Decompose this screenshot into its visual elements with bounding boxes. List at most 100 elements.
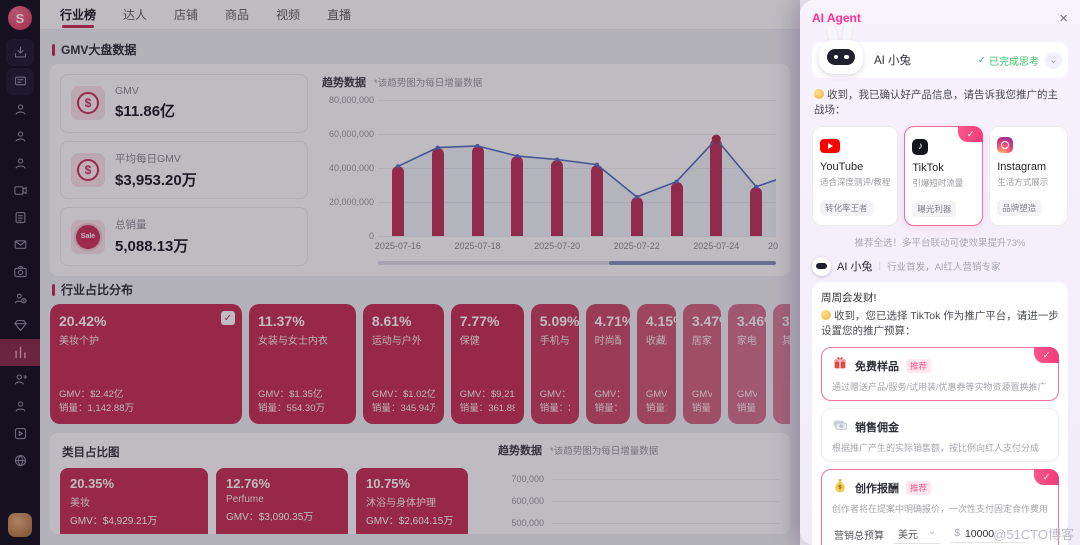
industry-card[interactable]: 7.77% 保健 GMV：$9,211.4... 销量：361.88万 bbox=[450, 304, 524, 424]
user-icon[interactable] bbox=[0, 96, 40, 123]
platform-tag: 品牌塑造 bbox=[997, 200, 1042, 217]
category-column: 类目占比图 20.35% 美妆 GMV：$4,929.21万 12.76% Perfum… bbox=[60, 442, 484, 534]
gridline bbox=[552, 501, 780, 502]
option-desc: 根据推广产生的实际销售额，按比例向红人支付分成 bbox=[832, 443, 1040, 454]
industry-card[interactable]: 11.37% 女装与女士内衣 GMV：$1.35亿 销量：554.30万 bbox=[248, 304, 356, 424]
youtube-icon bbox=[820, 139, 840, 154]
chart-scrollbar-thumb[interactable] bbox=[608, 261, 776, 265]
chat-icon[interactable] bbox=[6, 68, 34, 95]
tiktok-icon: ♪ bbox=[912, 138, 929, 155]
assistant-message-1: 收到，我已确认好产品信息，请告诉我您推广的主战场： bbox=[814, 89, 1058, 117]
close-icon[interactable]: × bbox=[1059, 9, 1068, 27]
y-axis-tick: 80,000,000 bbox=[328, 95, 374, 105]
category-name: 沐浴与身体护理 bbox=[366, 498, 436, 509]
platform-card-tiktok[interactable]: ♪ ✓ TikTok 引爆短时流量 曝光利器 bbox=[904, 126, 984, 226]
industry-card[interactable]: 3.47% 居家日用 GMV... 销量：... bbox=[682, 304, 721, 424]
stat-texts: 平均每日GMV $3,953.20万 bbox=[115, 151, 197, 190]
budget-row: 营销总预算 美元 ⌄ $10000 bbox=[834, 524, 1048, 545]
trend-bar bbox=[391, 166, 404, 236]
budget-input[interactable]: $10000 bbox=[950, 526, 1027, 543]
budget-option-创作报酬[interactable]: ✓ $ 创作报酬 推荐 创作者将在提案中明确报价，一次性支付固定合作费用 营销总预算 美元 ⌄… bbox=[821, 469, 1059, 545]
y-axis-tick: 20,000,000 bbox=[328, 197, 374, 207]
recommendation-note: 推荐全选！多平台联动可使效果提升73% bbox=[854, 237, 1026, 249]
bar-chart-icon[interactable] bbox=[0, 339, 40, 366]
industry-card[interactable]: 4.15% 收藏品 GMV... 销量：... bbox=[636, 304, 676, 424]
tab-行业榜[interactable]: 行业榜 bbox=[60, 0, 96, 30]
app-logo[interactable]: S bbox=[8, 6, 32, 30]
industry-sales: 销量：... bbox=[691, 402, 712, 414]
document-icon[interactable] bbox=[0, 204, 40, 231]
platform-card-youtube[interactable]: YouTube 适合深度测评/教程 转化率王者 bbox=[812, 126, 899, 226]
dashboard-content: GMV大盘数据 $ GMV $11.86亿 $ 平均每日GMV $3,953.20万 Sal… bbox=[40, 30, 800, 534]
globe-icon[interactable] bbox=[0, 447, 40, 474]
industry-gmv: GMV：$2.42亿 bbox=[59, 388, 124, 400]
camera-icon[interactable] bbox=[0, 258, 40, 285]
industry-card[interactable]: 30.92 其他 bbox=[772, 304, 790, 424]
user-icon[interactable] bbox=[0, 150, 40, 177]
industry-card[interactable]: 4.71% 时尚配件 GMV：... 销量：3... bbox=[585, 304, 630, 424]
user-plus-icon[interactable] bbox=[0, 366, 40, 393]
currency-select[interactable]: 美元 ⌄ bbox=[894, 524, 941, 545]
trend-bar bbox=[710, 139, 723, 236]
industry-sales: 销量：... bbox=[645, 402, 667, 414]
category-name: 美妆 bbox=[70, 498, 90, 509]
tab-商品[interactable]: 商品 bbox=[225, 7, 250, 22]
user-icon[interactable] bbox=[0, 393, 40, 420]
industry-card[interactable]: ✓ 20.42% 美妆个护 GMV：$2.42亿 销量：1,142.88万 bbox=[50, 304, 242, 424]
sale-badge-icon: Sale bbox=[71, 219, 105, 254]
section-head-industry: 行业占比分布 bbox=[52, 281, 790, 298]
diamond-icon[interactable] bbox=[0, 312, 40, 339]
dashboard: 行业榜 达人 店铺 商品 视频 直播 GMV大盘数据 $ GMV $11.86亿 $ 平均每日GM… bbox=[40, 0, 800, 545]
gridline bbox=[378, 236, 776, 237]
recommended-badge: 推荐 bbox=[906, 358, 932, 373]
y-axis-tick: 40,000,000 bbox=[328, 163, 374, 173]
platform-card-instagram[interactable]: Instagram 生活方式展示 品牌塑造 bbox=[989, 126, 1068, 226]
status-badge: ✓ 已完成思考 bbox=[978, 53, 1039, 68]
video-icon[interactable] bbox=[0, 177, 40, 204]
chart-title: 趋势数据 bbox=[498, 445, 542, 457]
budget-option-销售佣金[interactable]: 销售佣金根据推广产生的实际销售额，按比例向红人支付分成 bbox=[821, 408, 1059, 463]
tab-视频[interactable]: 视频 bbox=[276, 7, 301, 22]
tab-直播[interactable]: 直播 bbox=[327, 7, 352, 22]
commission-icon bbox=[832, 416, 848, 437]
money-bag-icon: $ bbox=[832, 477, 848, 498]
chevron-down-icon[interactable]: ⌄ bbox=[1045, 51, 1062, 69]
category-card[interactable]: 20.35% 美妆 GMV：$4,929.21万 bbox=[60, 468, 208, 534]
category-card[interactable]: 10.75% 沐浴与身体护理 GMV：$2,604.15万 bbox=[356, 468, 468, 534]
gridline bbox=[378, 202, 776, 203]
category-gmv: GMV：$4,929.21万 bbox=[70, 516, 158, 527]
svg-text:$: $ bbox=[838, 485, 842, 491]
download-tray-icon[interactable] bbox=[6, 39, 34, 66]
budget-option-免费样品[interactable]: ✓ 免费样品 推荐 通过赠送产品/服务/试用装/优惠券等实物资源置换推广 bbox=[821, 347, 1059, 402]
stat-card: Sale 总销量 5,088.13万 bbox=[60, 207, 308, 267]
user-icon[interactable] bbox=[0, 123, 40, 150]
industry-card[interactable]: 8.61% 运动与户外 GMV：$1.02亿 销量：345.94万 bbox=[362, 304, 444, 424]
industry-name: 收藏品 bbox=[645, 336, 667, 347]
tab-达人[interactable]: 达人 bbox=[123, 7, 148, 22]
platform-desc: 引爆短时流量 bbox=[912, 177, 964, 188]
x-axis-tick: 2025-07-18 bbox=[454, 241, 501, 251]
industry-card[interactable]: 3.46% 家电 GMV... 销量：... bbox=[727, 304, 766, 424]
category-card[interactable]: 12.76% Perfume GMV：$3,090.35万 bbox=[216, 468, 348, 534]
tab-店铺[interactable]: 店铺 bbox=[174, 7, 199, 22]
trend-bar bbox=[630, 196, 643, 236]
assistant-avatar bbox=[816, 21, 868, 77]
chart-scrollbar-track[interactable] bbox=[378, 261, 776, 265]
mail-icon[interactable] bbox=[0, 231, 40, 258]
scan-play-icon[interactable] bbox=[0, 420, 40, 447]
industry-gmv: GMV：$... bbox=[539, 388, 570, 400]
industry-sales: 销量：... bbox=[736, 402, 757, 414]
industry-gmv: GMV：... bbox=[594, 388, 621, 400]
gridline bbox=[552, 479, 780, 480]
dollar-prefix: $ bbox=[954, 528, 960, 540]
industry-card[interactable]: 5.09% 手机与数码 GMV：$... 销量：32... bbox=[530, 304, 579, 424]
user-avatar[interactable] bbox=[8, 513, 32, 537]
industry-share: 11.37% bbox=[257, 313, 305, 329]
stat-value: $3,953.20万 bbox=[115, 171, 197, 189]
industry-card-checkbox[interactable]: ✓ bbox=[220, 311, 235, 325]
user-coin-icon[interactable] bbox=[0, 285, 40, 312]
option-title: 销售佣金 bbox=[855, 421, 899, 434]
spacer bbox=[540, 347, 570, 388]
option-title-row: 销售佣金 bbox=[832, 416, 1048, 437]
